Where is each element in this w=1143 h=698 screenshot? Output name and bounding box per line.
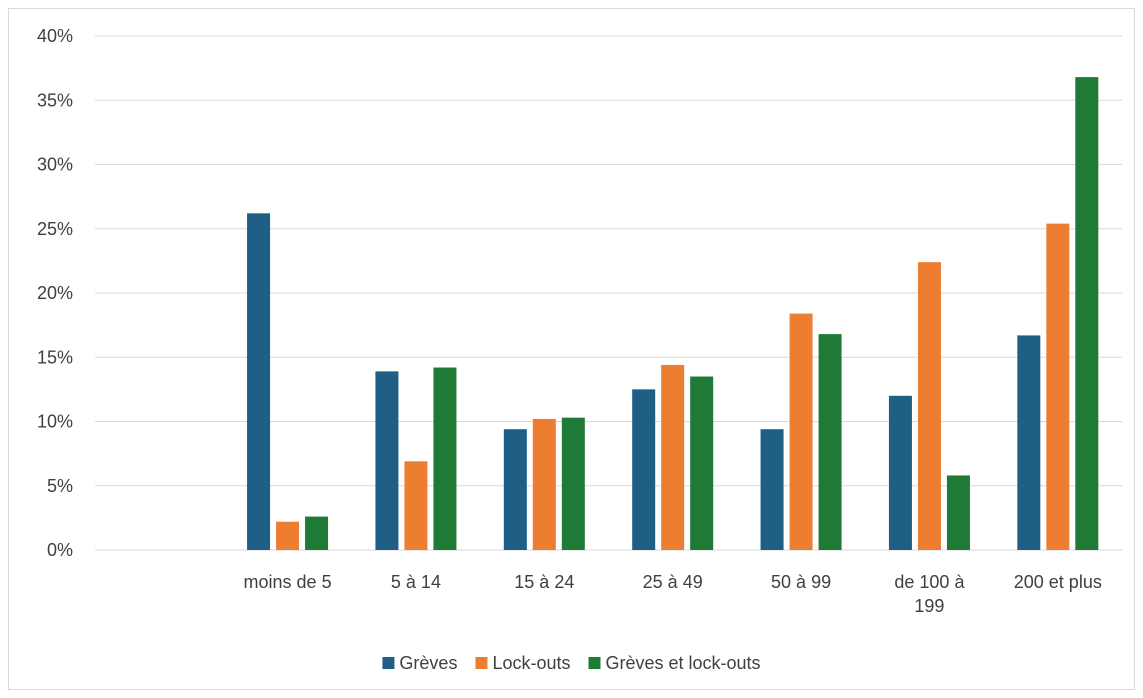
- y-tick-label: 10%: [37, 412, 73, 432]
- y-axis-tick-labels: 0% 5% 10% 15% 20% 25% 30% 35% 40%: [37, 26, 73, 560]
- bar: [247, 213, 271, 550]
- bar: [661, 364, 685, 550]
- bar: [276, 521, 300, 550]
- legend-swatch: [588, 657, 601, 669]
- x-tick-label: 50 à 99: [771, 572, 831, 592]
- legend-swatch: [475, 657, 488, 669]
- x-axis-tick-labels: moins de 5 5 à 14 15 à 24 25 à 49 50 à 99 de …: [244, 572, 1102, 616]
- x-tick-label: 199: [914, 596, 944, 616]
- x-tick-label: moins de 5: [244, 572, 332, 592]
- y-tick-label: 35%: [37, 90, 73, 110]
- bar: [375, 371, 399, 550]
- legend-label: Grèves: [399, 653, 457, 673]
- bar: [789, 313, 813, 550]
- y-tick-label: 40%: [37, 26, 73, 46]
- bar: [818, 334, 842, 550]
- bar: [404, 461, 428, 550]
- y-tick-label: 20%: [37, 283, 73, 303]
- legend: Grèves Lock-outs Grèves et lock-outs: [382, 653, 761, 673]
- bars: [247, 77, 1099, 551]
- x-tick-label: 200 et plus: [1014, 572, 1102, 592]
- bar: [503, 429, 527, 550]
- bar: [632, 389, 656, 550]
- y-tick-label: 30%: [37, 155, 73, 175]
- bar: [1046, 223, 1070, 551]
- bar: [1075, 77, 1099, 551]
- x-tick-label: 15 à 24: [514, 572, 574, 592]
- y-tick-label: 0%: [47, 540, 73, 560]
- x-tick-label: 25 à 49: [643, 572, 703, 592]
- bar: [561, 417, 585, 550]
- bar: [690, 376, 714, 550]
- y-tick-label: 5%: [47, 476, 73, 496]
- legend-swatch: [382, 657, 395, 669]
- x-tick-label: 5 à 14: [391, 572, 441, 592]
- bar: [532, 418, 556, 550]
- bar: [917, 262, 941, 550]
- legend-label: Lock-outs: [492, 653, 570, 673]
- bar: [946, 475, 970, 550]
- legend-label: Grèves et lock-outs: [606, 653, 761, 673]
- bar: [305, 516, 329, 550]
- bar: [888, 395, 912, 550]
- chart-frame: [8, 8, 1135, 690]
- bar: [760, 429, 784, 550]
- y-tick-label: 25%: [37, 219, 73, 239]
- y-tick-label: 15%: [37, 347, 73, 367]
- bar: [1017, 335, 1041, 550]
- x-tick-label: de 100 à: [894, 572, 965, 592]
- bar: [433, 367, 457, 550]
